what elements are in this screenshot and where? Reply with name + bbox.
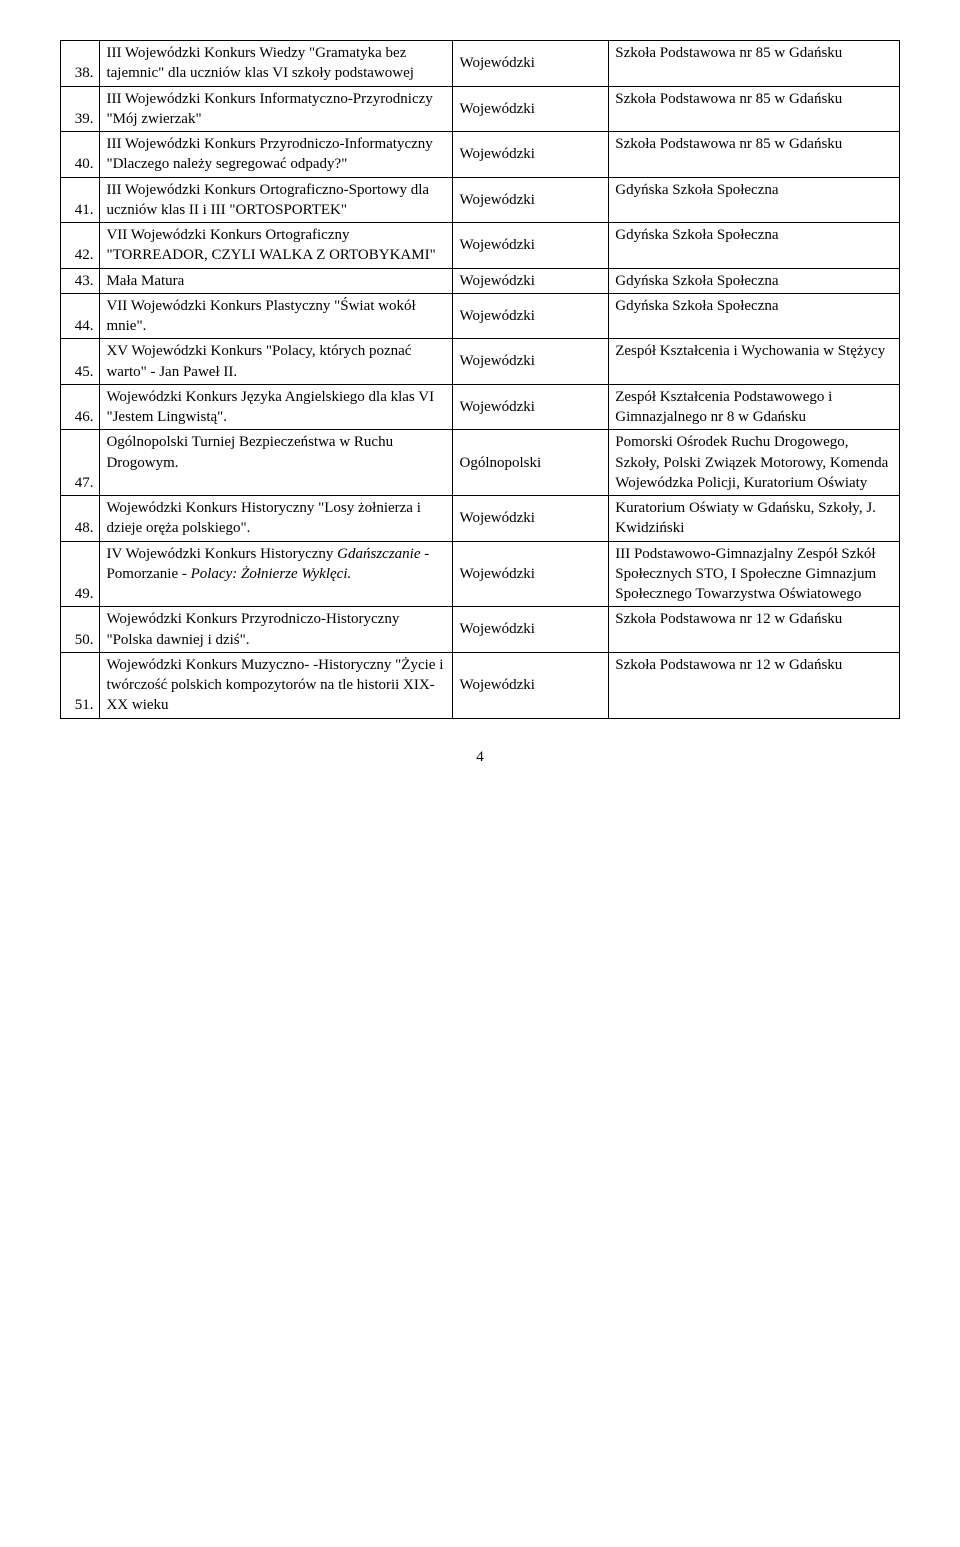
table-row: 49.IV Wojewódzki Konkurs Historyczny Gda… [61,541,900,607]
row-organizer: Zespół Kształcenia i Wychowania w Stężyc… [609,339,900,385]
table-row: 45.XV Wojewódzki Konkurs "Polacy, któryc… [61,339,900,385]
row-number: 46. [61,384,100,430]
row-scope: Wojewódzki [453,268,609,293]
page-number: 4 [60,749,900,766]
row-scope: Wojewódzki [453,223,609,269]
row-organizer: Szkoła Podstawowa nr 12 w Gdańsku [609,607,900,653]
row-organizer: Zespół Kształcenia Podstawowego i Gimnaz… [609,384,900,430]
table-row: 48.Wojewódzki Konkurs Historyczny "Losy … [61,496,900,542]
row-description: Wojewódzki Konkurs Przyrodniczo-Historyc… [100,607,453,653]
row-number: 51. [61,652,100,718]
row-description: XV Wojewódzki Konkurs "Polacy, których p… [100,339,453,385]
main-table: 38.III Wojewódzki Konkurs Wiedzy "Gramat… [60,40,900,719]
row-scope: Wojewódzki [453,496,609,542]
row-organizer: Gdyńska Szkoła Społeczna [609,293,900,339]
row-description: IV Wojewódzki Konkurs Historyczny Gdańsz… [100,541,453,607]
row-number: 41. [61,177,100,223]
row-organizer: Pomorski Ośrodek Ruchu Drogowego, Szkoły… [609,430,900,496]
row-scope: Wojewódzki [453,132,609,178]
row-description: Wojewódzki Konkurs Historyczny "Losy żoł… [100,496,453,542]
row-scope: Wojewódzki [453,293,609,339]
row-number: 50. [61,607,100,653]
table-row: 40.III Wojewódzki Konkurs Przyrodniczo-I… [61,132,900,178]
table-row: 44.VII Wojewódzki Konkurs Plastyczny "Św… [61,293,900,339]
table-row: 46.Wojewódzki Konkurs Języka Angielskieg… [61,384,900,430]
row-organizer: Gdyńska Szkoła Społeczna [609,177,900,223]
row-number: 49. [61,541,100,607]
row-scope: Wojewódzki [453,177,609,223]
table-row: 50.Wojewódzki Konkurs Przyrodniczo-Histo… [61,607,900,653]
table-row: 43.Mała MaturaWojewódzkiGdyńska Szkoła S… [61,268,900,293]
row-number: 43. [61,268,100,293]
row-number: 44. [61,293,100,339]
row-organizer: III Podstawowo-Gimnazjalny Zespół Szkół … [609,541,900,607]
row-description: III Wojewódzki Konkurs Wiedzy "Gramatyka… [100,41,453,87]
row-organizer: Szkoła Podstawowa nr 85 w Gdańsku [609,41,900,87]
table-row: 51.Wojewódzki Konkurs Muzyczno- -History… [61,652,900,718]
row-organizer: Szkoła Podstawowa nr 12 w Gdańsku [609,652,900,718]
row-description: Ogólnopolski Turniej Bezpieczeństwa w Ru… [100,430,453,496]
row-scope: Wojewódzki [453,339,609,385]
row-number: 42. [61,223,100,269]
row-description: III Wojewódzki Konkurs Informatyczno-Prz… [100,86,453,132]
table-row: 41.III Wojewódzki Konkurs Ortograficzno-… [61,177,900,223]
table-row: 47.Ogólnopolski Turniej Bezpieczeństwa w… [61,430,900,496]
row-organizer: Kuratorium Oświaty w Gdańsku, Szkoły, J.… [609,496,900,542]
row-organizer: Szkoła Podstawowa nr 85 w Gdańsku [609,132,900,178]
row-number: 48. [61,496,100,542]
table-row: 38.III Wojewódzki Konkurs Wiedzy "Gramat… [61,41,900,87]
row-description: III Wojewódzki Konkurs Ortograficzno-Spo… [100,177,453,223]
row-number: 39. [61,86,100,132]
row-description: Wojewódzki Konkurs Języka Angielskiego d… [100,384,453,430]
table-row: 42.VII Wojewódzki Konkurs Ortograficzny … [61,223,900,269]
row-description: VII Wojewódzki Konkurs Plastyczny "Świat… [100,293,453,339]
row-scope: Wojewódzki [453,607,609,653]
row-description: III Wojewódzki Konkurs Przyrodniczo-Info… [100,132,453,178]
row-description: VII Wojewódzki Konkurs Ortograficzny "TO… [100,223,453,269]
row-organizer: Szkoła Podstawowa nr 85 w Gdańsku [609,86,900,132]
row-number: 47. [61,430,100,496]
row-scope: Wojewódzki [453,541,609,607]
row-number: 38. [61,41,100,87]
row-number: 40. [61,132,100,178]
row-number: 45. [61,339,100,385]
table-row: 39.III Wojewódzki Konkurs Informatyczno-… [61,86,900,132]
row-scope: Wojewódzki [453,384,609,430]
row-organizer: Gdyńska Szkoła Społeczna [609,268,900,293]
row-scope: Wojewódzki [453,86,609,132]
row-description: Mała Matura [100,268,453,293]
row-scope: Wojewódzki [453,652,609,718]
row-description: Wojewódzki Konkurs Muzyczno- -Historyczn… [100,652,453,718]
row-organizer: Gdyńska Szkoła Społeczna [609,223,900,269]
row-scope: Wojewódzki [453,41,609,87]
row-scope: Ogólnopolski [453,430,609,496]
